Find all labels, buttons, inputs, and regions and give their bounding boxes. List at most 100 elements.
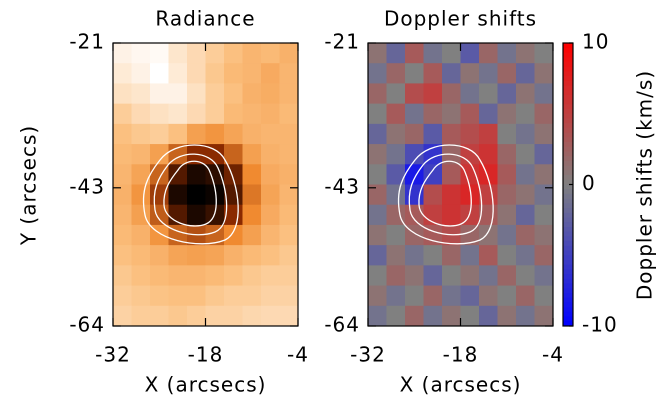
- heatmap-cell: [205, 245, 225, 266]
- heatmap-cell: [150, 63, 169, 84]
- heatmap-cell: [205, 63, 225, 84]
- heatmap-cell: [187, 265, 206, 287]
- colorbar-segment: [563, 47, 573, 53]
- heatmap-cell: [386, 245, 406, 266]
- heatmap-cell: [131, 123, 151, 145]
- colorbar-tick-label: 0: [582, 171, 596, 195]
- heatmap-cell: [187, 204, 206, 226]
- heatmap-cell: [150, 204, 169, 226]
- x-tick-label: -18: [443, 343, 479, 367]
- heatmap-cell: [261, 164, 280, 185]
- heatmap-cell: [497, 63, 517, 84]
- colorbar-segment: [563, 76, 573, 82]
- colorbar-segment: [563, 146, 573, 152]
- heatmap-cell: [150, 305, 169, 327]
- contour: [408, 153, 483, 236]
- heatmap-cell: [442, 83, 461, 105]
- heatmap-cell: [168, 103, 188, 125]
- x-tick-label: -32: [350, 343, 386, 367]
- heatmap-cell: [279, 144, 299, 165]
- heatmap-cell: [261, 83, 280, 105]
- heatmap-cell: [131, 184, 151, 206]
- heatmap-cell: [423, 43, 443, 64]
- colorbar-segment: [563, 142, 573, 148]
- heatmap-cell: [534, 164, 554, 185]
- heatmap-cell: [187, 63, 206, 84]
- colorbar-segment: [563, 278, 573, 285]
- heatmap-cell: [368, 103, 387, 125]
- heatmap-cell: [534, 285, 554, 307]
- heatmap-cell: [242, 245, 262, 266]
- colorbar-segment: [563, 259, 573, 266]
- heatmap-cell: [224, 224, 243, 246]
- heatmap-cell: [442, 204, 461, 226]
- heatmap-cell: [368, 305, 387, 327]
- heatmap-cell: [224, 43, 243, 64]
- heatmap-cell: [516, 224, 535, 246]
- colorbar-segment: [563, 118, 573, 124]
- colorbar-segment: [563, 217, 573, 223]
- heatmap-cell: [113, 83, 132, 105]
- heatmap-cell: [224, 285, 243, 307]
- heatmap-cell: [405, 305, 424, 327]
- heatmap-cell: [479, 305, 498, 327]
- heatmap-cell: [150, 144, 169, 165]
- colorbar-segment: [563, 297, 573, 303]
- heatmap-cell: [423, 83, 443, 105]
- heatmap-cell: [113, 63, 132, 84]
- colorbar-segment: [563, 99, 573, 105]
- x-tick-label: -32: [95, 343, 131, 367]
- heatmap-cell: [497, 305, 517, 327]
- heatmap-cell: [423, 245, 443, 266]
- heatmap-cell: [423, 184, 443, 206]
- heatmap-cell: [205, 224, 225, 246]
- heatmap-cell: [279, 164, 299, 185]
- colorbar-segment: [563, 71, 573, 77]
- heatmap-cell: [113, 164, 132, 185]
- heatmap-cell: [460, 184, 480, 206]
- heatmap-cell: [187, 83, 206, 105]
- heatmap-cell: [497, 184, 517, 206]
- heatmap-cell: [131, 63, 151, 84]
- colorbar-segment: [563, 61, 573, 68]
- heatmap-cell: [224, 123, 243, 145]
- heatmap-cell: [168, 83, 188, 105]
- heatmap-cell: [168, 63, 188, 84]
- heatmap-cell: [261, 224, 280, 246]
- heatmap-cell: [113, 245, 132, 266]
- heatmap-cell: [479, 265, 498, 287]
- colorbar-segment: [563, 109, 573, 115]
- heatmap-cell: [113, 43, 132, 64]
- colorbar-segment: [563, 226, 573, 233]
- heatmap-cell: [497, 265, 517, 287]
- heatmap-cell: [368, 245, 387, 266]
- heatmap-cell: [368, 83, 387, 105]
- heatmap-cell: [516, 103, 535, 125]
- heatmap-cell: [442, 103, 461, 125]
- heatmap-cell: [516, 305, 535, 327]
- heatmap-cell: [442, 63, 461, 84]
- heatmap-cell: [131, 43, 151, 64]
- colorbar-tick-label: -10: [582, 313, 618, 337]
- colorbar-segment: [563, 175, 573, 181]
- colorbar-segment: [563, 292, 573, 299]
- heatmap-cell: [460, 204, 480, 226]
- heatmap-cell: [261, 144, 280, 165]
- heatmap-cell: [442, 123, 461, 145]
- heatmap-cell: [279, 63, 299, 84]
- contour: [397, 144, 494, 245]
- heatmap-cell: [442, 305, 461, 327]
- heatmap-cell: [534, 245, 554, 266]
- heatmap-cell: [113, 204, 132, 226]
- heatmap-cell: [242, 305, 262, 327]
- heatmap-cell: [368, 285, 387, 307]
- colorbar-segment: [563, 123, 573, 129]
- heatmap-cell: [497, 103, 517, 125]
- heatmap-cell: [224, 265, 243, 287]
- colorbar-tick-label: 10: [582, 30, 609, 54]
- heatmap-cell: [168, 43, 188, 64]
- colorbar-segment: [563, 274, 573, 280]
- heatmap-cell: [261, 245, 280, 266]
- colorbar-segment: [563, 137, 573, 143]
